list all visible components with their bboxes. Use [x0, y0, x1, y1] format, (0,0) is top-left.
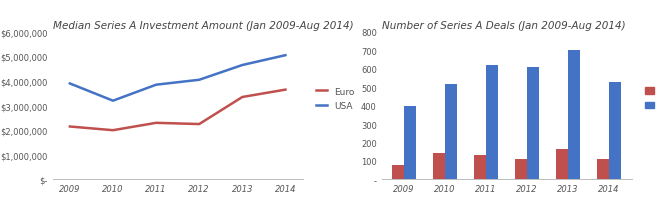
Legend: Euro, USA: Euro, USA: [312, 83, 358, 114]
Bar: [568, 51, 580, 180]
Bar: [609, 82, 621, 180]
Bar: [556, 149, 568, 180]
Bar: [404, 106, 417, 180]
USA: [109, 100, 117, 102]
Euro: [195, 123, 203, 126]
Euro: [66, 126, 74, 128]
Bar: [597, 159, 609, 180]
Text: Median Series A Investment Amount (Jan 2009-Aug 2014): Median Series A Investment Amount (Jan 2…: [53, 21, 353, 30]
Bar: [445, 85, 457, 180]
Bar: [433, 153, 445, 180]
Euro: [152, 122, 160, 124]
USA: [282, 55, 290, 57]
USA: [66, 83, 74, 85]
Line: Euro: Euro: [70, 90, 286, 131]
Line: USA: USA: [70, 56, 286, 101]
USA: [195, 79, 203, 82]
Euro: [238, 96, 246, 99]
Bar: [515, 159, 527, 180]
USA: [238, 64, 246, 67]
Legend: Euro, USA: Euro, USA: [641, 83, 658, 114]
Bar: [486, 66, 499, 180]
Bar: [527, 68, 540, 180]
Bar: [392, 165, 404, 180]
Euro: [109, 129, 117, 132]
Text: Number of Series A Deals (Jan 2009-Aug 2014): Number of Series A Deals (Jan 2009-Aug 2…: [382, 21, 625, 30]
Euro: [282, 89, 290, 91]
Bar: [474, 156, 486, 180]
USA: [152, 84, 160, 86]
